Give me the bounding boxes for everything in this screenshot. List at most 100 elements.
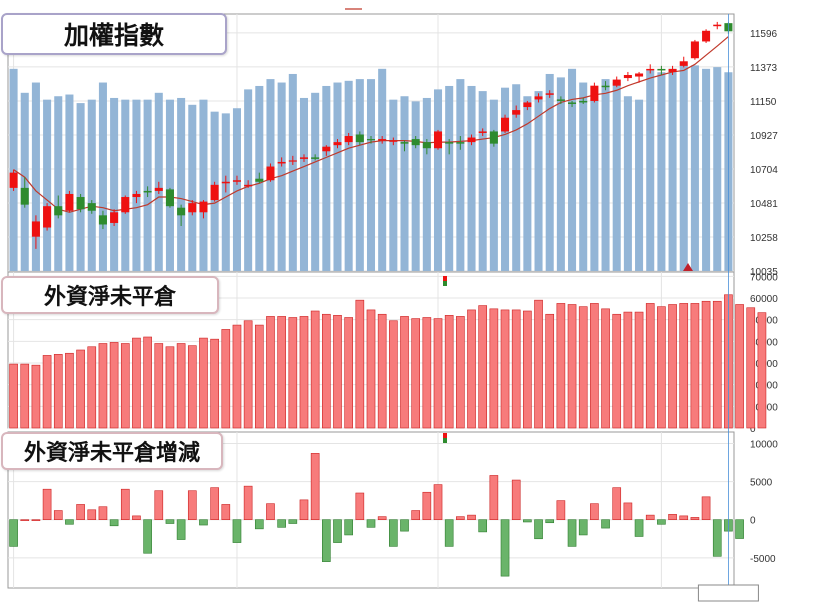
candle-body bbox=[646, 68, 655, 71]
oi-bar bbox=[467, 309, 476, 429]
oi-bar bbox=[266, 316, 275, 429]
oi-change-bar bbox=[53, 510, 63, 520]
oi-change-bar bbox=[210, 487, 219, 520]
volume-bar bbox=[121, 99, 130, 272]
oi-change-bar bbox=[377, 516, 387, 520]
oi-bar bbox=[612, 313, 622, 429]
oi-bar bbox=[567, 304, 577, 429]
oi-bar bbox=[143, 336, 152, 429]
oi-change-bar bbox=[690, 517, 700, 520]
oi-change-bar bbox=[355, 492, 365, 520]
candle-body bbox=[288, 160, 297, 162]
volume-bar bbox=[601, 79, 610, 272]
oi-bar bbox=[500, 309, 510, 429]
candle-body bbox=[534, 96, 543, 100]
volume-bar bbox=[299, 97, 309, 271]
volume-bar bbox=[244, 89, 253, 272]
oi-change-bar bbox=[478, 519, 488, 533]
oi-change-bar bbox=[578, 519, 588, 536]
candle-body bbox=[31, 221, 40, 237]
oi-bar bbox=[578, 306, 588, 429]
oi-bar bbox=[645, 303, 655, 429]
oi-bar bbox=[456, 316, 465, 429]
candle-body bbox=[210, 184, 219, 201]
candle-body bbox=[165, 189, 174, 207]
candle-body bbox=[433, 131, 443, 149]
volume-bar bbox=[143, 99, 152, 272]
oi-change-bar bbox=[98, 506, 108, 520]
candle-body bbox=[132, 193, 141, 198]
volume-bar bbox=[54, 96, 63, 272]
oi-bar bbox=[288, 317, 298, 429]
oi-change-bar bbox=[120, 488, 130, 520]
oi-bar bbox=[165, 346, 175, 429]
oi-change-bar bbox=[76, 504, 85, 520]
candle-body bbox=[333, 142, 342, 146]
candle-body bbox=[355, 134, 364, 143]
candle-body bbox=[20, 187, 29, 205]
volume-bar bbox=[612, 82, 621, 272]
index-y-tick-label: 10704 bbox=[750, 165, 778, 176]
oi-change-y-tick-label: 10000 bbox=[750, 439, 778, 450]
oi-change-panel-frame bbox=[7, 431, 735, 589]
oi-bar bbox=[433, 318, 443, 429]
oi-change-bar bbox=[712, 519, 722, 557]
oi-bar bbox=[657, 306, 666, 429]
candle-body bbox=[322, 146, 331, 152]
volume-bar bbox=[478, 91, 487, 271]
oi-change-bar bbox=[422, 491, 432, 520]
oi-bar bbox=[310, 310, 320, 429]
volume-bar bbox=[43, 99, 52, 272]
oi-change-bar bbox=[322, 519, 331, 562]
candle-body bbox=[623, 75, 632, 79]
open-interest-change-panel-title: 外資淨未平倉增減 bbox=[1, 432, 223, 470]
oi-bar bbox=[623, 311, 633, 429]
oi-change-bar bbox=[645, 514, 655, 520]
volume-bar bbox=[277, 82, 286, 272]
volume-bar bbox=[623, 96, 632, 272]
oi-change-bar bbox=[456, 516, 465, 520]
oi-change-bar bbox=[42, 488, 52, 520]
oi-change-bar bbox=[623, 502, 633, 520]
oi-change-legend-swatch-down bbox=[443, 438, 447, 443]
index-y-tick-label: 10258 bbox=[750, 233, 778, 244]
oi-bar bbox=[601, 308, 610, 429]
oi-change-bar bbox=[221, 504, 231, 520]
candle-body bbox=[668, 68, 677, 72]
candle-body bbox=[679, 61, 688, 66]
oi-bar bbox=[277, 316, 286, 429]
oi-bar bbox=[232, 324, 242, 429]
volume-bar bbox=[422, 97, 431, 271]
candle-body bbox=[501, 117, 510, 132]
oi-bar bbox=[478, 305, 488, 429]
candle-body bbox=[512, 110, 521, 115]
oi-bar bbox=[668, 304, 677, 429]
candle-body bbox=[478, 131, 487, 133]
volume-bar bbox=[456, 79, 465, 272]
oi-change-bar bbox=[310, 453, 320, 520]
oi-change-bar bbox=[679, 515, 689, 520]
volume-bar bbox=[31, 82, 40, 272]
oi-change-bar bbox=[567, 519, 577, 547]
oi-bar bbox=[299, 316, 309, 429]
oi-change-y-tick-label: -5000 bbox=[750, 554, 776, 565]
volume-bar bbox=[545, 73, 554, 271]
volume-bar bbox=[355, 79, 364, 272]
volume-bar bbox=[188, 104, 197, 271]
oi-bar bbox=[590, 303, 599, 429]
oi-bar bbox=[746, 307, 756, 429]
oi-change-bar bbox=[411, 510, 420, 520]
oi-change-bar bbox=[634, 519, 644, 537]
candle-body bbox=[221, 181, 230, 184]
volume-bar bbox=[344, 80, 353, 271]
candle-body bbox=[489, 131, 498, 144]
volume-bar bbox=[668, 68, 677, 272]
volume-bar bbox=[489, 99, 498, 272]
volume-bar bbox=[556, 77, 565, 271]
candle-body bbox=[266, 166, 275, 181]
index-y-tick-label: 10035 bbox=[750, 267, 778, 278]
candle-body bbox=[232, 180, 241, 182]
oi-y-tick-label: 0 bbox=[750, 424, 756, 435]
oi-change-bar bbox=[735, 519, 744, 539]
